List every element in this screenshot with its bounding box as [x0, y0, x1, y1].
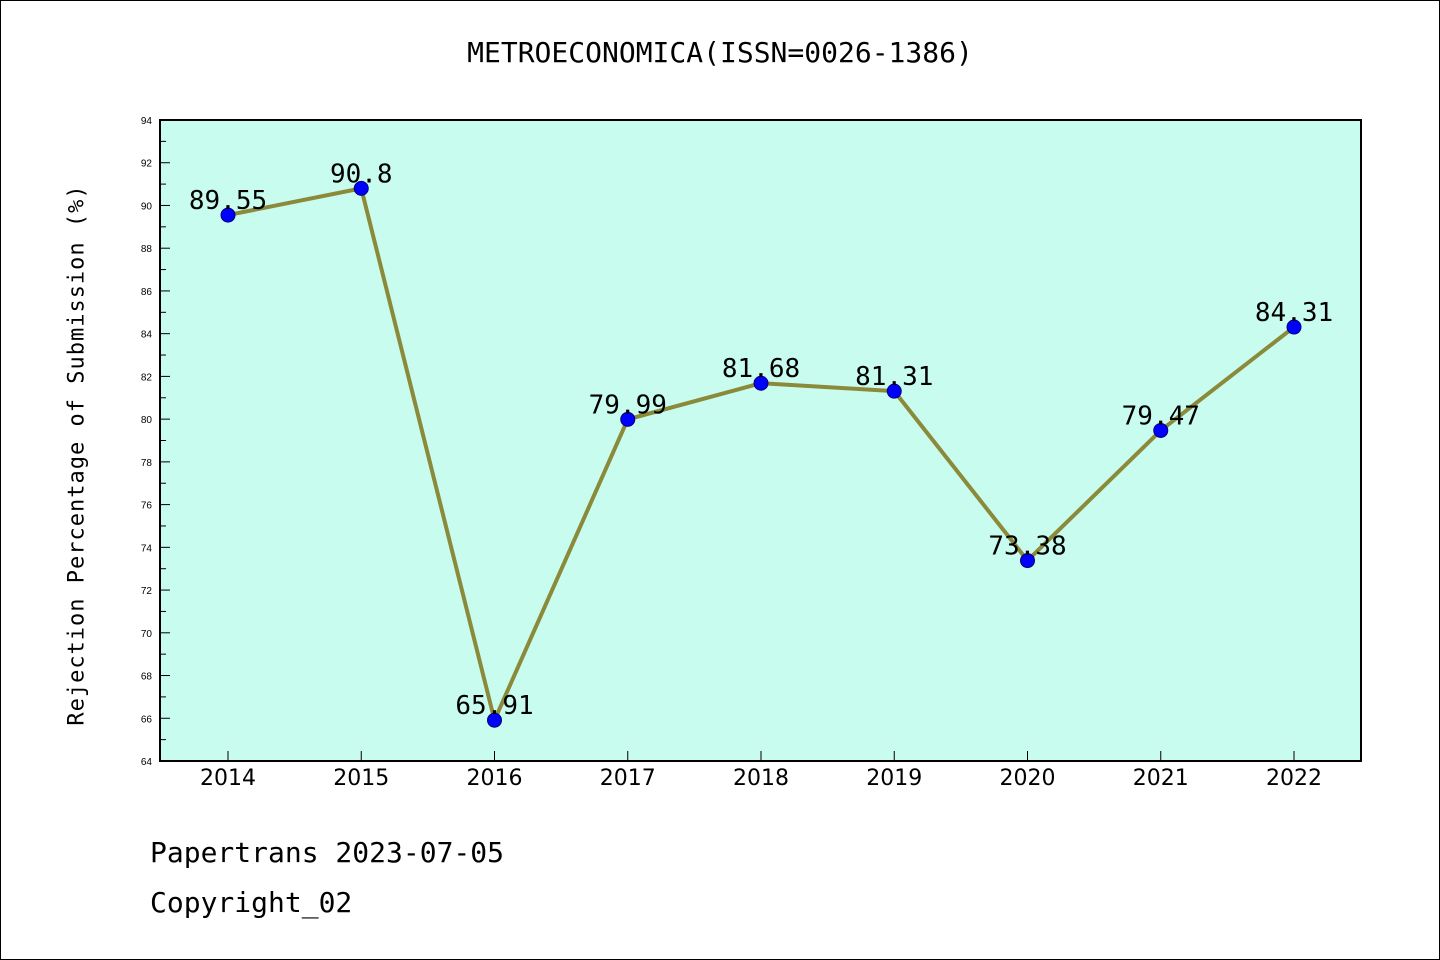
x-tick-label: 2018: [733, 766, 789, 791]
y-axis: 64 66 68 70 72 74 76 78 80 82 84 86 88 90 92 94: [141, 116, 170, 768]
data-point: [620, 411, 636, 427]
y-tick-label: 82: [141, 372, 153, 383]
y-tick-label: 68: [141, 672, 153, 683]
data-point: [220, 207, 236, 223]
y-tick-label: 94: [141, 116, 153, 127]
data-label: 79.47: [1122, 401, 1200, 431]
x-tick-label: 2021: [1133, 766, 1189, 791]
data-point: [753, 375, 769, 391]
data-label: 81.31: [855, 362, 933, 392]
x-tick-label: 2015: [333, 766, 389, 791]
y-tick-label: 64: [141, 757, 153, 768]
data-labels: 89.55 90.8 65.91 79.99 81.68 81.31 73.38 79.47 8…: [189, 159, 1333, 721]
x-tick-label: 2016: [467, 766, 523, 791]
y-tick-label: 92: [141, 159, 153, 170]
data-label: 65.91: [455, 691, 533, 721]
y-tick-label: 84: [141, 330, 153, 341]
data-point: [487, 712, 502, 728]
x-axis: 2014 2015 2016 2017 2018 2019 2020 2021 2022: [200, 751, 1322, 791]
series-markers: [220, 180, 1302, 728]
data-point: [353, 180, 369, 196]
data-label: 89.55: [189, 186, 267, 216]
x-tick-label: 2017: [600, 766, 656, 791]
data-label: 84.31: [1255, 298, 1333, 328]
data-label: 79.99: [589, 390, 667, 420]
data-point: [886, 383, 902, 399]
data-label: 81.68: [722, 354, 800, 384]
y-tick-label: 86: [141, 287, 153, 298]
footer-copyright: Copyright_02: [150, 886, 353, 919]
y-tick-label: 88: [141, 244, 153, 255]
y-tick-label: 90: [141, 201, 153, 212]
data-point: [1020, 553, 1035, 569]
plot-area: [159, 119, 1362, 762]
y-tick-label: 76: [141, 501, 153, 512]
y-tick-label: 80: [141, 415, 153, 426]
x-tick-label: 2020: [1000, 766, 1056, 791]
y-tick-label: 66: [141, 714, 153, 725]
data-label: 73.38: [988, 532, 1066, 562]
data-point: [1286, 319, 1302, 335]
y-tick-label: 78: [141, 458, 153, 469]
footer-date: Papertrans 2023-07-05: [150, 836, 505, 869]
x-tick-label: 2014: [200, 766, 256, 791]
x-tick-label: 2019: [866, 766, 922, 791]
y-tick-label: 72: [141, 586, 153, 597]
x-tick-label: 2022: [1266, 766, 1322, 791]
y-tick-label: 74: [141, 543, 153, 554]
y-tick-label: 70: [141, 629, 153, 640]
data-label: 90.8: [330, 159, 393, 189]
data-point: [1153, 422, 1169, 438]
chart-title: METROECONOMICA(ISSN=0026-1386): [467, 36, 973, 69]
